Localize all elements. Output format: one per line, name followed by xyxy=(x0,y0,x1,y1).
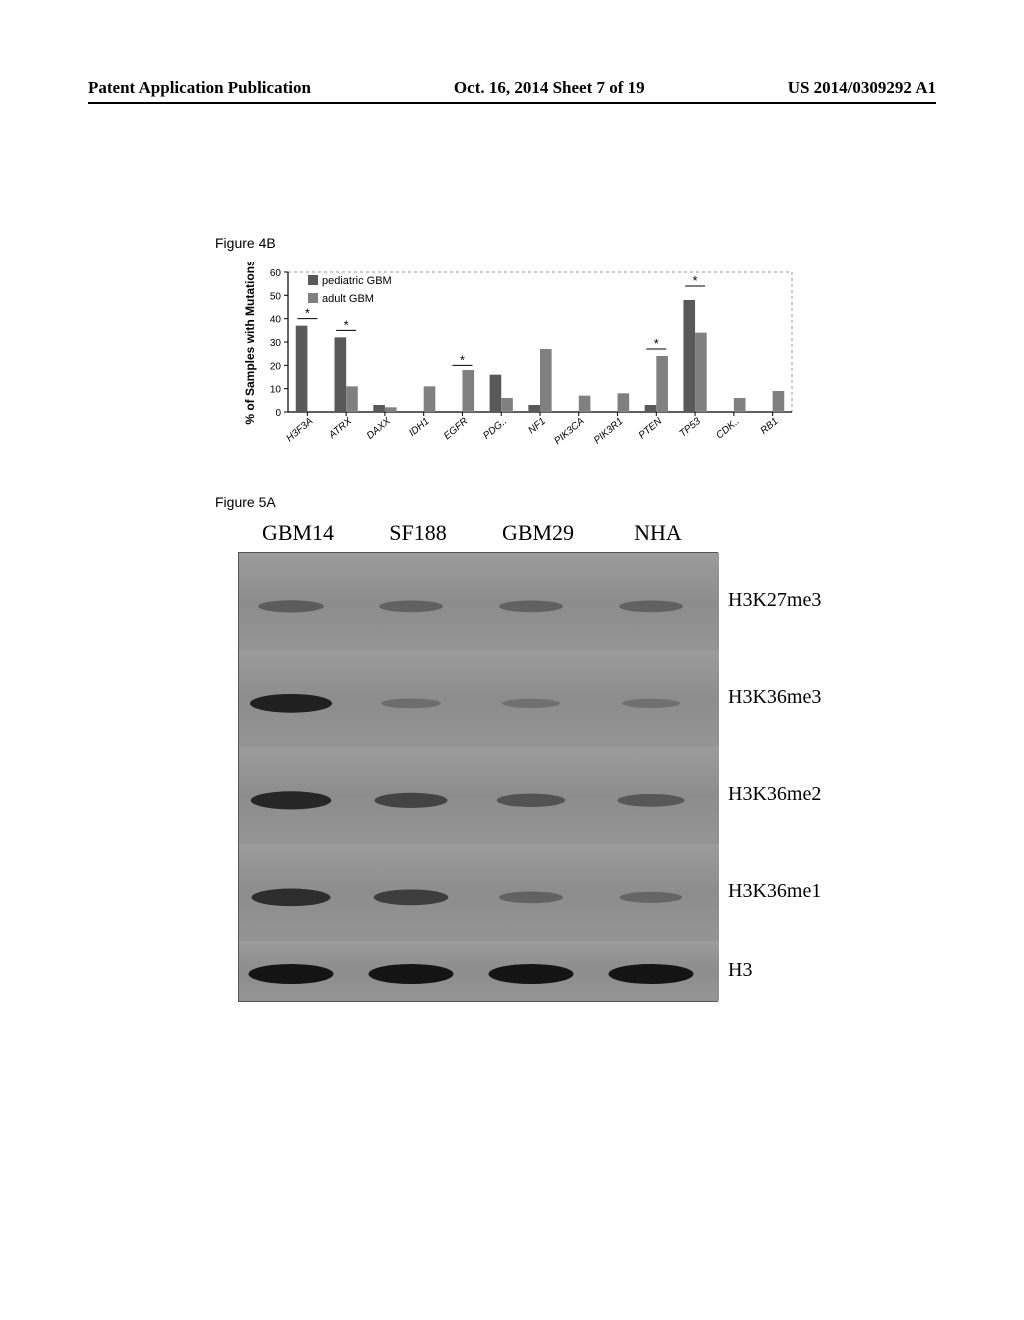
header-right: US 2014/0309292 A1 xyxy=(788,78,936,98)
figure-4b-chart: 0 10 20 30 40 50 60 % of Samples with Mutations… xyxy=(240,262,800,472)
figure-4b-label: Figure 4B xyxy=(215,235,276,251)
blot-column-header: GBM29 xyxy=(478,520,598,546)
svg-text:*: * xyxy=(344,317,349,332)
svg-text:0: 0 xyxy=(275,408,281,419)
blot-area: H3K27me3H3K36me3H3K36me2H3K36me1H3 xyxy=(238,552,802,1002)
svg-text:40: 40 xyxy=(270,315,282,326)
svg-text:*: * xyxy=(460,352,465,367)
figure-5a-label: Figure 5A xyxy=(215,494,276,510)
blot-row-label: H3K36me1 xyxy=(718,843,821,940)
blot-column-headers: GBM14SF188GBM29NHA xyxy=(238,520,718,546)
blot-row-label: H3K27me3 xyxy=(718,552,821,649)
header-center: Oct. 16, 2014 Sheet 7 of 19 xyxy=(454,78,645,98)
blot-row xyxy=(239,941,717,1001)
svg-text:PTEN: PTEN xyxy=(637,415,665,441)
blot-row-label: H3 xyxy=(718,940,821,1000)
blot-row xyxy=(239,553,717,650)
page-header: Patent Application Publication Oct. 16, … xyxy=(88,78,936,98)
blot-row-label: H3K36me3 xyxy=(718,649,821,746)
header-left: Patent Application Publication xyxy=(88,78,311,98)
svg-text:CDK..: CDK.. xyxy=(714,416,742,442)
svg-text:adult GBM: adult GBM xyxy=(322,293,374,305)
blot-column-header: SF188 xyxy=(358,520,478,546)
svg-text:*: * xyxy=(693,273,698,288)
svg-text:NF1: NF1 xyxy=(526,416,548,437)
svg-text:TP53: TP53 xyxy=(678,416,704,440)
svg-text:pediatric GBM: pediatric GBM xyxy=(322,275,392,287)
header-divider xyxy=(88,102,936,104)
blot-row xyxy=(239,844,717,941)
svg-text:10: 10 xyxy=(270,385,282,396)
blot-row-label: H3K36me2 xyxy=(718,746,821,843)
svg-text:EGFR: EGFR xyxy=(442,416,470,442)
svg-text:RB1: RB1 xyxy=(759,416,781,437)
svg-text:PIK3R1: PIK3R1 xyxy=(592,416,625,447)
svg-text:ATRX: ATRX xyxy=(326,416,354,442)
svg-text:PIK3CA: PIK3CA xyxy=(552,416,587,448)
blot-image-column xyxy=(238,552,718,1002)
svg-text:20: 20 xyxy=(270,361,282,372)
blot-row xyxy=(239,747,717,844)
blot-column-header: NHA xyxy=(598,520,718,546)
svg-text:30: 30 xyxy=(270,338,282,349)
svg-text:60: 60 xyxy=(270,268,282,279)
svg-text:PDG..: PDG.. xyxy=(481,416,509,442)
svg-text:DAXX: DAXX xyxy=(365,416,393,442)
blot-row xyxy=(239,650,717,747)
svg-text:% of Samples with Mutations: % of Samples with Mutations xyxy=(243,262,257,425)
svg-text:50: 50 xyxy=(270,291,282,302)
svg-text:*: * xyxy=(654,336,659,351)
svg-text:*: * xyxy=(305,306,310,321)
blot-label-column: H3K27me3H3K36me3H3K36me2H3K36me1H3 xyxy=(718,552,821,1002)
blot-column-header: GBM14 xyxy=(238,520,358,546)
figure-5a-container: GBM14SF188GBM29NHA H3K27me3H3K36me3H3K36… xyxy=(238,520,802,1002)
svg-text:IDH1: IDH1 xyxy=(407,416,432,439)
svg-text:H3F3A: H3F3A xyxy=(284,416,315,445)
